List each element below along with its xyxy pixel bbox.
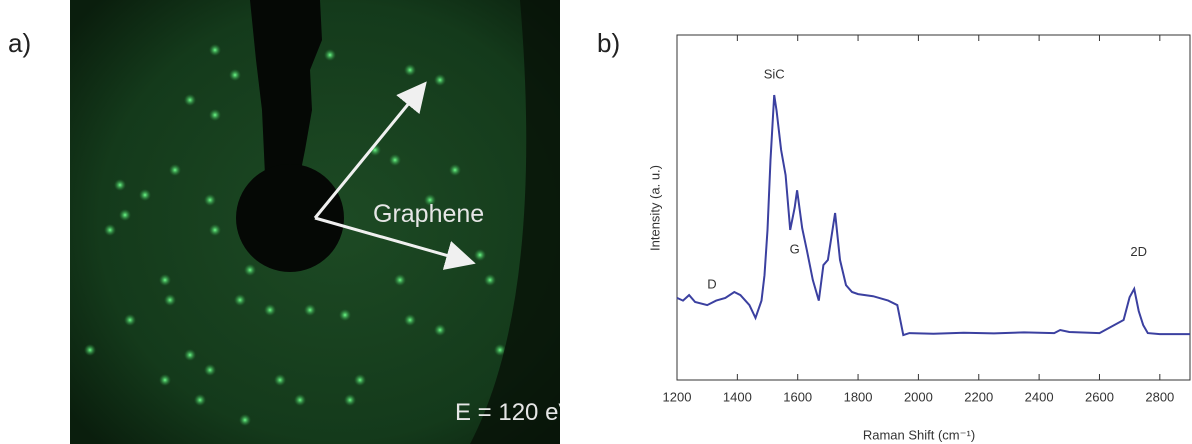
diffraction-spot xyxy=(84,344,96,356)
diffraction-spot xyxy=(344,394,356,406)
diffraction-spot xyxy=(204,194,216,206)
plot-frame xyxy=(676,34,1191,381)
diffraction-spot xyxy=(274,374,286,386)
x-tick-label: 2600 xyxy=(1085,389,1114,404)
x-tick-label: 1400 xyxy=(723,389,752,404)
diffraction-spot xyxy=(294,394,306,406)
diffraction-spot xyxy=(494,344,506,356)
diffraction-spot xyxy=(339,309,351,321)
diffraction-spot xyxy=(389,154,401,166)
diffraction-spot xyxy=(304,304,316,316)
diffraction-spot xyxy=(354,374,366,386)
leed-label: Graphene xyxy=(373,200,484,228)
diffraction-spot xyxy=(209,224,221,236)
diffraction-spot xyxy=(139,189,151,201)
diffraction-spot xyxy=(204,364,216,376)
diffraction-spot xyxy=(239,414,251,426)
x-tick-label: 2800 xyxy=(1145,389,1174,404)
diffraction-spot xyxy=(404,64,416,76)
x-tick-label: 1200 xyxy=(663,389,692,404)
plot: 1200 1400 1600 1800 2000 2200 2400 2600 2800 SiC G… xyxy=(663,34,1191,404)
x-axis-label: Raman Shift (cm⁻¹) xyxy=(863,427,975,442)
diffraction-spot xyxy=(234,294,246,306)
diffraction-spot xyxy=(434,74,446,86)
peak-label: 2D xyxy=(1130,244,1147,259)
diffraction-spot xyxy=(169,164,181,176)
peak-label: G xyxy=(790,241,800,256)
diffraction-spot xyxy=(484,274,496,286)
diffraction-spot xyxy=(324,49,336,61)
diffraction-spot xyxy=(244,264,256,276)
diffraction-spot xyxy=(159,274,171,286)
diffraction-spot xyxy=(209,109,221,121)
x-tick-label: 1800 xyxy=(844,389,873,404)
diffraction-spot xyxy=(119,209,131,221)
x-tick-label: 2000 xyxy=(904,389,933,404)
diffraction-spot xyxy=(394,274,406,286)
diffraction-spot xyxy=(124,314,136,326)
diffraction-spot xyxy=(424,194,436,206)
diffraction-spot xyxy=(404,314,416,326)
x-tick-label: 1600 xyxy=(783,389,812,404)
diffraction-spot xyxy=(114,179,126,191)
panel-label: b) xyxy=(597,28,620,58)
diffraction-spot xyxy=(164,294,176,306)
diffraction-spot xyxy=(449,164,461,176)
diffraction-spot xyxy=(264,304,276,316)
diffraction-spot xyxy=(434,324,446,336)
leed-energy: E = 120 eV xyxy=(455,399,574,426)
diffraction-spot xyxy=(184,349,196,361)
diffraction-spot xyxy=(209,44,221,56)
peak-label: D xyxy=(707,277,716,292)
diffraction-spot xyxy=(229,69,241,81)
diffraction-spot xyxy=(184,94,196,106)
x-tick-label: 2400 xyxy=(1025,389,1054,404)
diffraction-spot xyxy=(104,224,116,236)
spectrum-line xyxy=(676,94,1190,337)
diffraction-spot xyxy=(194,394,206,406)
leed-image: Graphene E = 120 eV xyxy=(70,0,574,444)
diffraction-spot xyxy=(474,249,486,261)
panel-label: a) xyxy=(8,28,31,58)
y-axis-label: Intensity (a. u.) xyxy=(647,165,662,251)
diffraction-spot xyxy=(159,374,171,386)
x-tick-label: 2200 xyxy=(964,389,993,404)
peak-label: SiC xyxy=(764,66,785,81)
